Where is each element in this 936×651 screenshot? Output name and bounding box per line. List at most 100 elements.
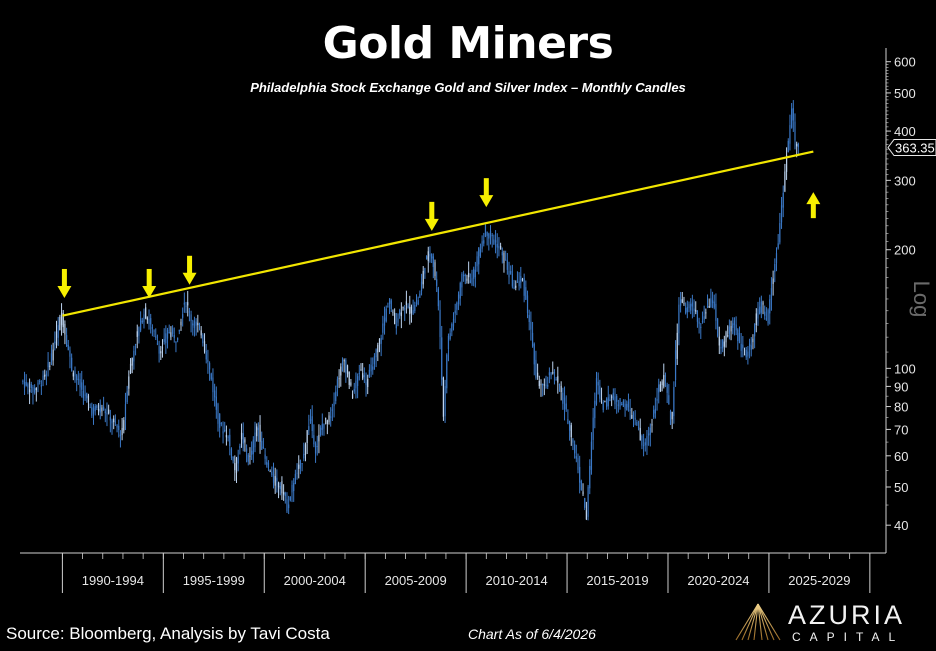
candle-body (62, 313, 64, 328)
candle (782, 185, 784, 218)
candle (557, 366, 559, 394)
candle (65, 327, 68, 348)
candle-body (579, 466, 581, 483)
candle (141, 317, 143, 324)
candle-body (245, 448, 248, 452)
candle-body (227, 436, 229, 438)
candle (158, 340, 160, 363)
candle-body (42, 375, 44, 381)
candle (632, 411, 635, 428)
candle (607, 385, 609, 410)
candle-body (612, 392, 614, 400)
candle (755, 308, 757, 333)
candle-body (760, 301, 762, 313)
candle (765, 307, 767, 321)
candle (696, 310, 699, 328)
candle (333, 392, 335, 418)
candle (479, 243, 482, 258)
candle-body (394, 312, 396, 325)
candle (109, 409, 111, 433)
candle (770, 277, 773, 311)
candle-body (424, 268, 426, 274)
candle-body (109, 416, 111, 421)
candle (489, 225, 492, 245)
candle (222, 421, 224, 444)
candle-body (500, 245, 502, 250)
candle (392, 309, 394, 316)
candle-body (279, 486, 281, 490)
candle (299, 459, 302, 475)
candle (363, 367, 365, 384)
candle-body (274, 476, 276, 486)
candle (568, 420, 571, 441)
candle-body (572, 439, 574, 443)
candle-body (653, 409, 655, 418)
candle (245, 444, 248, 463)
candle-body (59, 316, 61, 331)
candle (772, 270, 774, 296)
candle (466, 274, 468, 284)
candle (215, 386, 217, 419)
candle-body (380, 337, 382, 344)
candle-body (656, 398, 658, 401)
candle-body (272, 474, 275, 483)
candle (419, 290, 421, 299)
candle (563, 386, 566, 421)
candle (708, 298, 710, 309)
candle-body (264, 454, 266, 459)
candle-body (205, 350, 207, 360)
candle-body (723, 341, 725, 347)
candle (25, 374, 27, 387)
candle (486, 231, 488, 246)
candle (212, 368, 214, 401)
candle-body (631, 414, 633, 419)
candle-body (780, 205, 783, 223)
candle (722, 339, 724, 353)
candle (79, 373, 81, 397)
candle-body (508, 270, 510, 278)
candle-body (283, 491, 285, 495)
candle (338, 369, 340, 388)
candle-body (648, 433, 650, 436)
candle (718, 326, 720, 355)
candle-body (81, 382, 83, 390)
candle-body (146, 317, 148, 320)
candle-body (148, 318, 150, 325)
candle-body (252, 439, 254, 455)
candle (266, 456, 268, 468)
candle-body (397, 318, 399, 323)
candle (464, 273, 466, 285)
candle (286, 492, 288, 514)
candle (523, 273, 525, 303)
candle (456, 301, 458, 316)
candle-body (129, 363, 132, 373)
candle (370, 357, 372, 378)
candle-body (91, 407, 93, 416)
candle-body (590, 441, 593, 470)
candle-body (483, 240, 485, 244)
candle-body (503, 252, 505, 264)
candle-body (362, 373, 364, 379)
candle-body (673, 387, 675, 417)
candle-body (646, 436, 648, 446)
candle-body (474, 270, 476, 278)
candle (28, 378, 31, 405)
candle-body (284, 492, 286, 496)
candle-body (136, 331, 138, 337)
candle (114, 414, 116, 426)
candle (550, 372, 552, 380)
candle-body (690, 303, 692, 311)
candle-body (720, 346, 722, 349)
down-arrow-icon (424, 201, 439, 231)
candle-body (353, 388, 355, 392)
candle (668, 384, 670, 405)
candle-body (742, 344, 744, 349)
candle-body (77, 378, 79, 380)
candle-body (599, 385, 601, 399)
candle (764, 305, 766, 320)
candle-body (637, 426, 640, 428)
candle (617, 399, 619, 413)
candle-body (301, 463, 303, 465)
candle-body (658, 384, 660, 393)
candle-body (410, 306, 413, 314)
